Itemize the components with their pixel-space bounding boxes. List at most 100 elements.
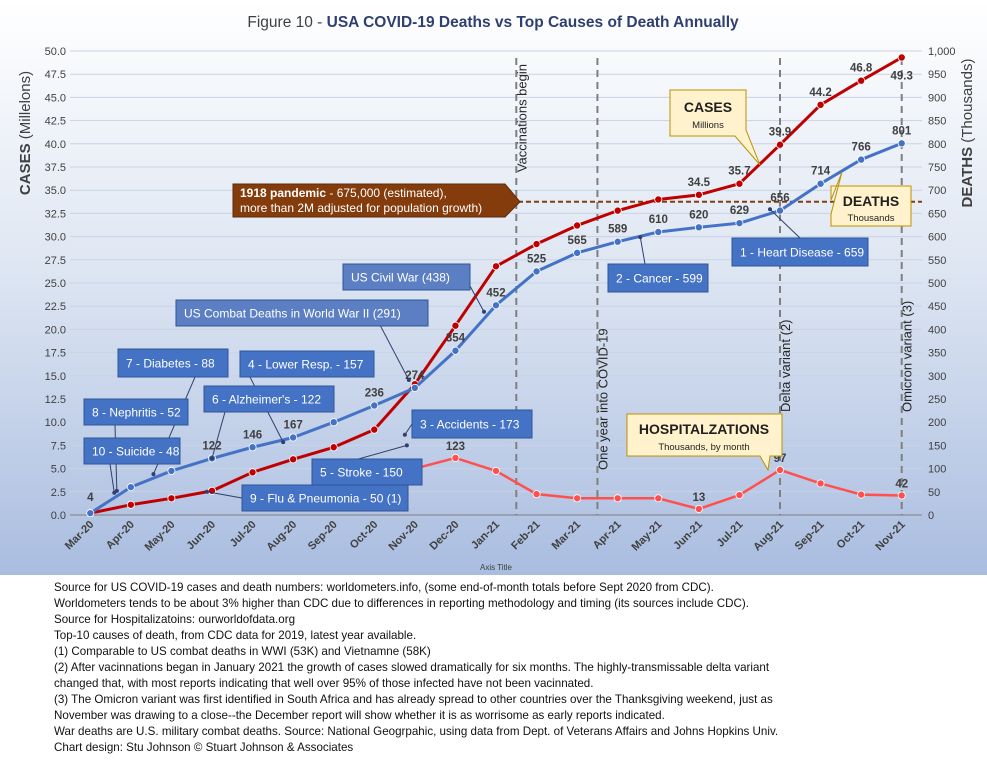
cases-point [816,100,825,109]
cases-data-label: 39.9 [769,127,791,139]
hosp-callout [626,413,783,472]
y-left-tick-label: 2.5 [51,487,66,499]
cases-point [857,76,866,85]
cases-point [532,240,541,249]
reference-callout-line1: 1918 pandemic - 675,000 (estimated), [240,186,447,200]
reference-callout-line2: more than 2M adjusted for population gro… [240,201,482,215]
deaths-data-label: 452 [486,287,505,299]
y-left-axis-title-unit: (Millelons) [17,71,34,144]
hospitalizations-point [532,490,541,499]
note-line: (3) The Omicron variant was first identi… [54,693,773,706]
y-left-tick-label: 25.0 [45,278,66,290]
y-right-tick-label: 800 [928,139,946,151]
note-line: changed that, with most reports indicati… [54,677,594,690]
y-left-tick-label: 47.5 [45,69,66,81]
y-left-tick-label: 22.5 [45,301,66,313]
callout-leader-dot [281,440,286,445]
deaths-data-label: 801 [892,125,912,137]
event-label: One year into COVID-19 [595,328,610,470]
cause-callout [83,437,181,465]
war-callout-text: US Combat Deaths in World War II (291) [184,307,401,321]
callout-leader [211,411,226,459]
cases-data-label: 35.7 [728,166,750,178]
cause-callout [83,398,189,426]
cases-data-label: 34.5 [688,177,711,189]
y-right-tick-label: 850 [928,116,946,128]
deaths-data-label: 610 [649,214,668,226]
hospitalizations-data-label: 123 [446,441,465,453]
deaths-data-label: 629 [730,205,749,217]
war-callout [175,299,429,327]
y-right-tick-label: 500 [928,278,946,290]
deaths-data-label: 620 [689,209,708,221]
cases-point [289,455,298,464]
y-right-tick-label: 300 [928,371,946,383]
deaths-data-label: 167 [284,420,303,432]
callout-leader-dot [205,489,209,494]
hospitalizations-point [654,494,663,503]
cases-point [491,262,500,271]
hospitalizations-data-label: 13 [692,492,705,504]
y-left-tick-label: 42.5 [45,116,66,128]
cases-point [897,53,906,62]
y-left-tick-label: 35.0 [45,185,66,197]
y-right-tick-label: 150 [928,440,946,452]
y-left-tick-label: 0.0 [51,510,66,522]
callout-leader [379,324,410,381]
note-line: Chart design: Stu Johnson © Stuart Johns… [54,741,354,754]
deaths-data-label: 146 [243,429,262,441]
hosp-callout-title: HOSPITALZATIONS [639,421,769,437]
y-left-tick-label: 10.0 [45,417,66,429]
y-right-tick-label: 650 [928,208,946,220]
hospitalizations-point [857,490,866,499]
y-right-tick-label: 100 [928,464,946,476]
war-callout-text: US Civil War (438) [351,271,450,285]
deaths-point [654,227,663,236]
callout-leader-dot [482,309,486,314]
y-left-tick-label: 17.5 [45,348,66,360]
cases-data-label: 46.8 [850,63,873,75]
y-right-axis-title-unit: (Thousands) [959,59,976,147]
cases-point [329,443,338,452]
cases-point [694,190,703,199]
note-line: Top-10 causes of death, from CDC data fo… [54,629,417,642]
y-right-tick-label: 0 [928,510,934,522]
note-line: Worldometers tends to be about 3% higher… [54,597,749,610]
deaths-point [613,237,622,246]
hospitalizations-point [491,466,500,475]
cases-point [735,179,744,188]
deaths-point [126,483,135,492]
note-line: Source for US COVID-19 cases and death n… [54,581,714,594]
hospitalizations-point [451,453,460,462]
y-left-tick-label: 50.0 [45,46,66,58]
chart-title: Figure 10 - USA COVID-19 Deaths vs Top C… [247,14,739,31]
y-left-tick-label: 15.0 [45,371,66,383]
note-line: War deaths are U.S. military combat deat… [54,725,779,738]
deaths-point [86,509,95,518]
deaths-point [289,433,298,442]
deaths-point [491,301,500,310]
y-left-tick-label: 5.0 [51,464,66,476]
cases-point [451,321,460,330]
cases-point [248,468,257,477]
cause-callout [203,385,335,413]
cause-callout-text: 2 - Cancer - 599 [616,272,703,286]
chart: Figure 10 - USA COVID-19 Deaths vs Top C… [0,0,987,575]
cause-callout [411,409,533,439]
y-right-tick-label: 400 [928,324,946,336]
cause-callout-text: 4 - Lower Resp. - 157 [248,358,364,372]
cause-callout [241,484,409,512]
y-right-tick-label: 50 [928,487,940,499]
y-right-axis-title-bold: DEATHS [959,147,976,208]
y-left-tick-label: 40.0 [45,139,66,151]
deaths-data-label: 525 [527,253,547,265]
deaths-data-label: 354 [446,333,466,345]
cause-callout-text: 5 - Stroke - 150 [320,466,403,480]
deaths-data-label: 656 [770,193,789,205]
y-left-axis-title-bold: CASES [17,143,34,195]
source-notes: Source for US COVID-19 cases and death n… [54,580,974,756]
y-left-axis-title: CASES (Millelons) [17,71,34,195]
deaths-data-label: 236 [365,387,384,399]
callout-leader-dot [638,235,643,240]
deaths-point [532,267,541,276]
